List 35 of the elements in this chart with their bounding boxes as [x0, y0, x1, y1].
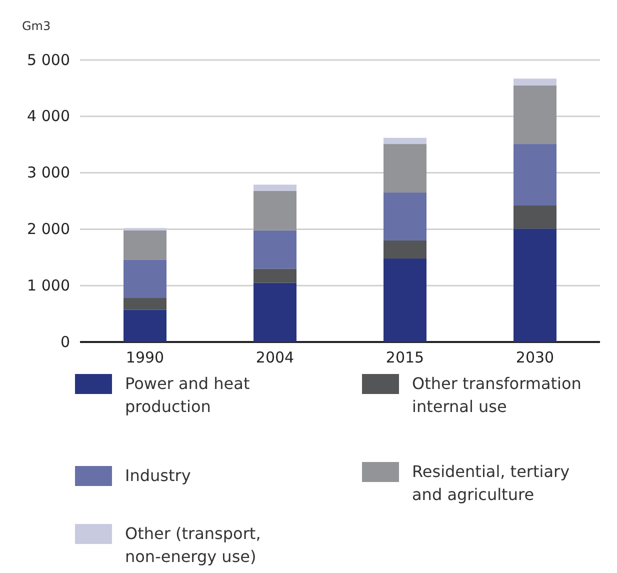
bar	[124, 310, 166, 342]
bar	[124, 298, 166, 310]
bar	[254, 190, 296, 230]
y-axis-title: Gm3	[22, 19, 51, 33]
legend-label: Power and heat production	[125, 374, 250, 416]
y-tick-label: 3 000	[27, 164, 70, 182]
bar	[124, 230, 166, 260]
bar	[254, 268, 296, 283]
bar	[514, 228, 556, 342]
y-tick-label: 2 000	[27, 220, 70, 238]
bar	[514, 78, 556, 86]
legend-label: Industry	[125, 466, 191, 485]
bar	[384, 138, 426, 144]
bar	[384, 192, 426, 240]
bar	[124, 260, 166, 298]
y-tick-label: 0	[60, 332, 70, 351]
bar	[384, 258, 426, 342]
bar	[254, 184, 296, 191]
bar	[514, 85, 556, 144]
bar	[514, 206, 556, 229]
bar	[514, 144, 556, 206]
bar	[384, 144, 426, 193]
bar	[254, 230, 296, 269]
x-tick-label: 2030	[516, 348, 554, 367]
x-tick-label: 2015	[386, 348, 424, 367]
y-tick-label: 4 000	[27, 107, 70, 126]
bar	[254, 282, 296, 342]
x-tick-label: 1990	[126, 348, 164, 367]
legend-label: Residential, tertiary and agriculture	[412, 462, 570, 504]
x-tick-label: 2004	[256, 348, 294, 367]
legend-label: Other transformation internal use	[412, 374, 582, 416]
legend-label: Other (transport, non-energy use)	[125, 524, 261, 566]
y-tick-label: 5 000	[27, 50, 70, 69]
bar	[384, 240, 426, 259]
y-tick-label: 1 000	[27, 276, 70, 294]
